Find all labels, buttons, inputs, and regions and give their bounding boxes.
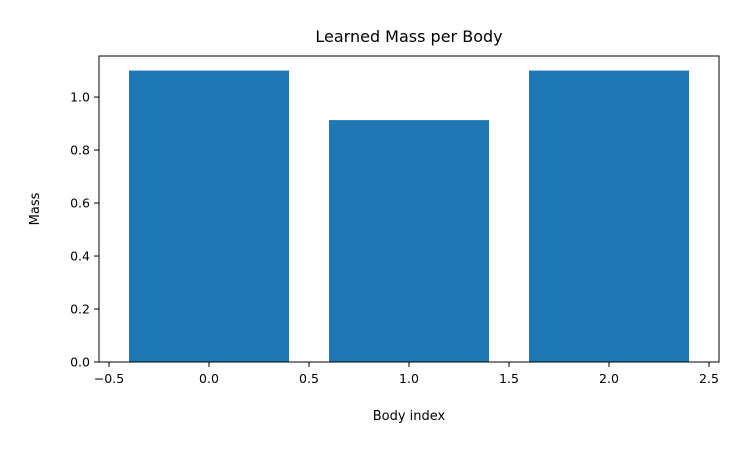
x-tick-label: 2.5 xyxy=(699,371,719,386)
x-axis-label: Body index xyxy=(373,409,446,424)
y-tick-label: 1.0 xyxy=(70,90,90,105)
y-tick-label: 0.2 xyxy=(70,302,90,317)
bar-1 xyxy=(329,120,489,362)
y-axis-ticks: 0.0 0.2 0.4 0.6 0.8 1.0 xyxy=(70,90,99,370)
x-tick-label: 2.0 xyxy=(599,371,619,386)
x-tick-label: 0.0 xyxy=(199,371,219,386)
y-tick-label: 0.0 xyxy=(70,355,90,370)
x-tick-label: −0.5 xyxy=(94,371,124,386)
y-tick-label: 0.8 xyxy=(70,143,90,158)
x-tick-label: 0.5 xyxy=(299,371,319,386)
y-tick-label: 0.6 xyxy=(70,196,90,211)
x-tick-label: 1.0 xyxy=(399,371,419,386)
bars-group xyxy=(129,70,689,362)
y-tick-label: 0.4 xyxy=(70,249,90,264)
bar-2 xyxy=(529,70,689,362)
x-axis-ticks: −0.5 0.0 0.5 1.0 1.5 2.0 2.5 xyxy=(94,362,719,386)
y-axis-label: Mass xyxy=(28,192,43,225)
chart-title: Learned Mass per Body xyxy=(315,27,502,46)
bar-0 xyxy=(129,70,289,362)
x-tick-label: 1.5 xyxy=(499,371,519,386)
